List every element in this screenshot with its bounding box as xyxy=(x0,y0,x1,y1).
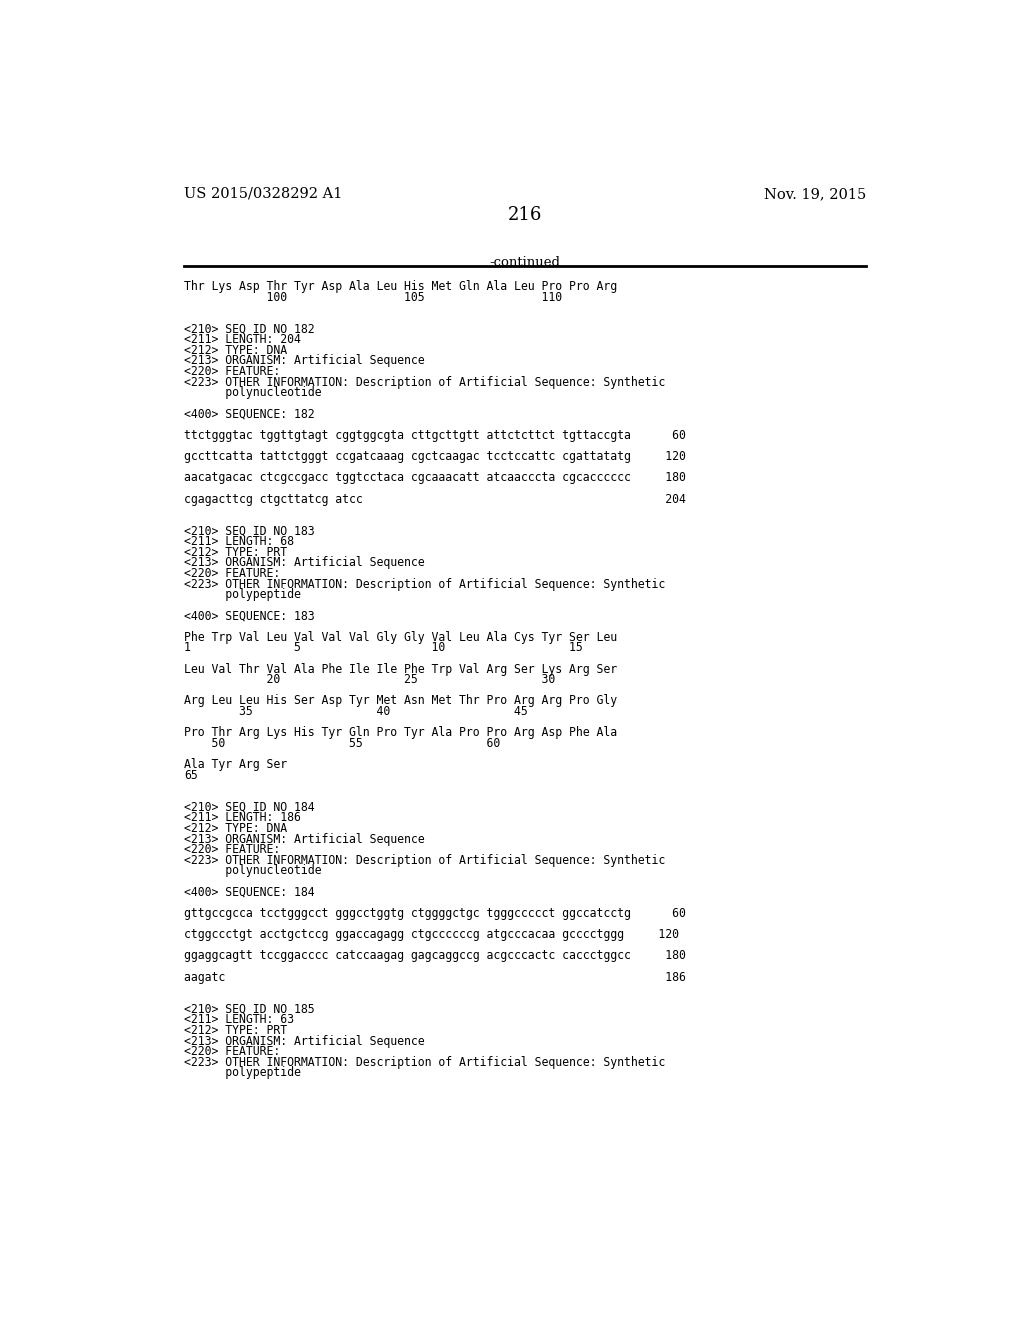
Text: <210> SEQ ID NO 182: <210> SEQ ID NO 182 xyxy=(183,322,314,335)
Text: <210> SEQ ID NO 184: <210> SEQ ID NO 184 xyxy=(183,801,314,813)
Text: ttctgggtac tggttgtagt cggtggcgta cttgcttgtt attctcttct tgttaccgta      60: ttctgggtac tggttgtagt cggtggcgta cttgctt… xyxy=(183,429,686,442)
Text: <220> FEATURE:: <220> FEATURE: xyxy=(183,366,280,378)
Text: -continued: -continued xyxy=(489,256,560,269)
Text: Nov. 19, 2015: Nov. 19, 2015 xyxy=(764,187,866,201)
Text: US 2015/0328292 A1: US 2015/0328292 A1 xyxy=(183,187,342,201)
Text: Arg Leu Leu His Ser Asp Tyr Met Asn Met Thr Pro Arg Arg Pro Gly: Arg Leu Leu His Ser Asp Tyr Met Asn Met … xyxy=(183,694,616,708)
Text: 1               5                   10                  15: 1 5 10 15 xyxy=(183,642,583,655)
Text: 65: 65 xyxy=(183,768,198,781)
Text: Pro Thr Arg Lys His Tyr Gln Pro Tyr Ala Pro Pro Arg Asp Phe Ala: Pro Thr Arg Lys His Tyr Gln Pro Tyr Ala … xyxy=(183,726,616,739)
Text: <400> SEQUENCE: 184: <400> SEQUENCE: 184 xyxy=(183,886,314,899)
Text: polypeptide: polypeptide xyxy=(183,589,301,601)
Text: <220> FEATURE:: <220> FEATURE: xyxy=(183,1045,280,1059)
Text: <223> OTHER INFORMATION: Description of Artificial Sequence: Synthetic: <223> OTHER INFORMATION: Description of … xyxy=(183,854,665,867)
Text: 20                  25                  30: 20 25 30 xyxy=(183,673,555,686)
Text: gccttcatta tattctgggt ccgatcaaag cgctcaagac tcctccattc cgattatatg     120: gccttcatta tattctgggt ccgatcaaag cgctcaa… xyxy=(183,450,686,463)
Text: <210> SEQ ID NO 185: <210> SEQ ID NO 185 xyxy=(183,1003,314,1015)
Text: 50                  55                  60: 50 55 60 xyxy=(183,737,500,750)
Text: <213> ORGANISM: Artificial Sequence: <213> ORGANISM: Artificial Sequence xyxy=(183,833,424,846)
Text: Thr Lys Asp Thr Tyr Asp Ala Leu His Met Gln Ala Leu Pro Pro Arg: Thr Lys Asp Thr Tyr Asp Ala Leu His Met … xyxy=(183,280,616,293)
Text: <220> FEATURE:: <220> FEATURE: xyxy=(183,843,280,857)
Text: ctggccctgt acctgctccg ggaccagagg ctgccccccg atgcccacaa gcccctggg     120: ctggccctgt acctgctccg ggaccagagg ctgcccc… xyxy=(183,928,679,941)
Text: <210> SEQ ID NO 183: <210> SEQ ID NO 183 xyxy=(183,524,314,537)
Text: <223> OTHER INFORMATION: Description of Artificial Sequence: Synthetic: <223> OTHER INFORMATION: Description of … xyxy=(183,578,665,590)
Text: polypeptide: polypeptide xyxy=(183,1067,301,1080)
Text: <223> OTHER INFORMATION: Description of Artificial Sequence: Synthetic: <223> OTHER INFORMATION: Description of … xyxy=(183,376,665,388)
Text: cgagacttcg ctgcttatcg atcc                                            204: cgagacttcg ctgcttatcg atcc 204 xyxy=(183,492,686,506)
Text: <211> LENGTH: 68: <211> LENGTH: 68 xyxy=(183,535,294,548)
Text: <212> TYPE: DNA: <212> TYPE: DNA xyxy=(183,343,287,356)
Text: <212> TYPE: DNA: <212> TYPE: DNA xyxy=(183,822,287,836)
Text: <211> LENGTH: 186: <211> LENGTH: 186 xyxy=(183,812,301,825)
Text: <223> OTHER INFORMATION: Description of Artificial Sequence: Synthetic: <223> OTHER INFORMATION: Description of … xyxy=(183,1056,665,1069)
Text: aagatc                                                                186: aagatc 186 xyxy=(183,970,686,983)
Text: <213> ORGANISM: Artificial Sequence: <213> ORGANISM: Artificial Sequence xyxy=(183,1035,424,1048)
Text: Leu Val Thr Val Ala Phe Ile Ile Phe Trp Val Arg Ser Lys Arg Ser: Leu Val Thr Val Ala Phe Ile Ile Phe Trp … xyxy=(183,663,616,676)
Text: polynucleotide: polynucleotide xyxy=(183,387,322,400)
Text: Ala Tyr Arg Ser: Ala Tyr Arg Ser xyxy=(183,758,287,771)
Text: polynucleotide: polynucleotide xyxy=(183,865,322,878)
Text: Phe Trp Val Leu Val Val Val Gly Gly Val Leu Ala Cys Tyr Ser Leu: Phe Trp Val Leu Val Val Val Gly Gly Val … xyxy=(183,631,616,644)
Text: aacatgacac ctcgccgacc tggtcctaca cgcaaacatt atcaacccta cgcacccccc     180: aacatgacac ctcgccgacc tggtcctaca cgcaaac… xyxy=(183,471,686,484)
Text: <211> LENGTH: 204: <211> LENGTH: 204 xyxy=(183,333,301,346)
Text: 216: 216 xyxy=(508,206,542,224)
Text: <213> ORGANISM: Artificial Sequence: <213> ORGANISM: Artificial Sequence xyxy=(183,355,424,367)
Text: 100                 105                 110: 100 105 110 xyxy=(183,290,562,304)
Text: 35                  40                  45: 35 40 45 xyxy=(183,705,527,718)
Text: <220> FEATURE:: <220> FEATURE: xyxy=(183,568,280,579)
Text: <400> SEQUENCE: 182: <400> SEQUENCE: 182 xyxy=(183,408,314,421)
Text: ggaggcagtt tccggacccc catccaagag gagcaggccg acgcccactc caccctggcc     180: ggaggcagtt tccggacccc catccaagag gagcagg… xyxy=(183,949,686,962)
Text: <211> LENGTH: 63: <211> LENGTH: 63 xyxy=(183,1014,294,1026)
Text: <212> TYPE: PRT: <212> TYPE: PRT xyxy=(183,545,287,558)
Text: <400> SEQUENCE: 183: <400> SEQUENCE: 183 xyxy=(183,610,314,623)
Text: gttgccgcca tcctgggcct gggcctggtg ctggggctgc tgggccccct ggccatcctg      60: gttgccgcca tcctgggcct gggcctggtg ctggggc… xyxy=(183,907,686,920)
Text: <212> TYPE: PRT: <212> TYPE: PRT xyxy=(183,1024,287,1038)
Text: <213> ORGANISM: Artificial Sequence: <213> ORGANISM: Artificial Sequence xyxy=(183,556,424,569)
